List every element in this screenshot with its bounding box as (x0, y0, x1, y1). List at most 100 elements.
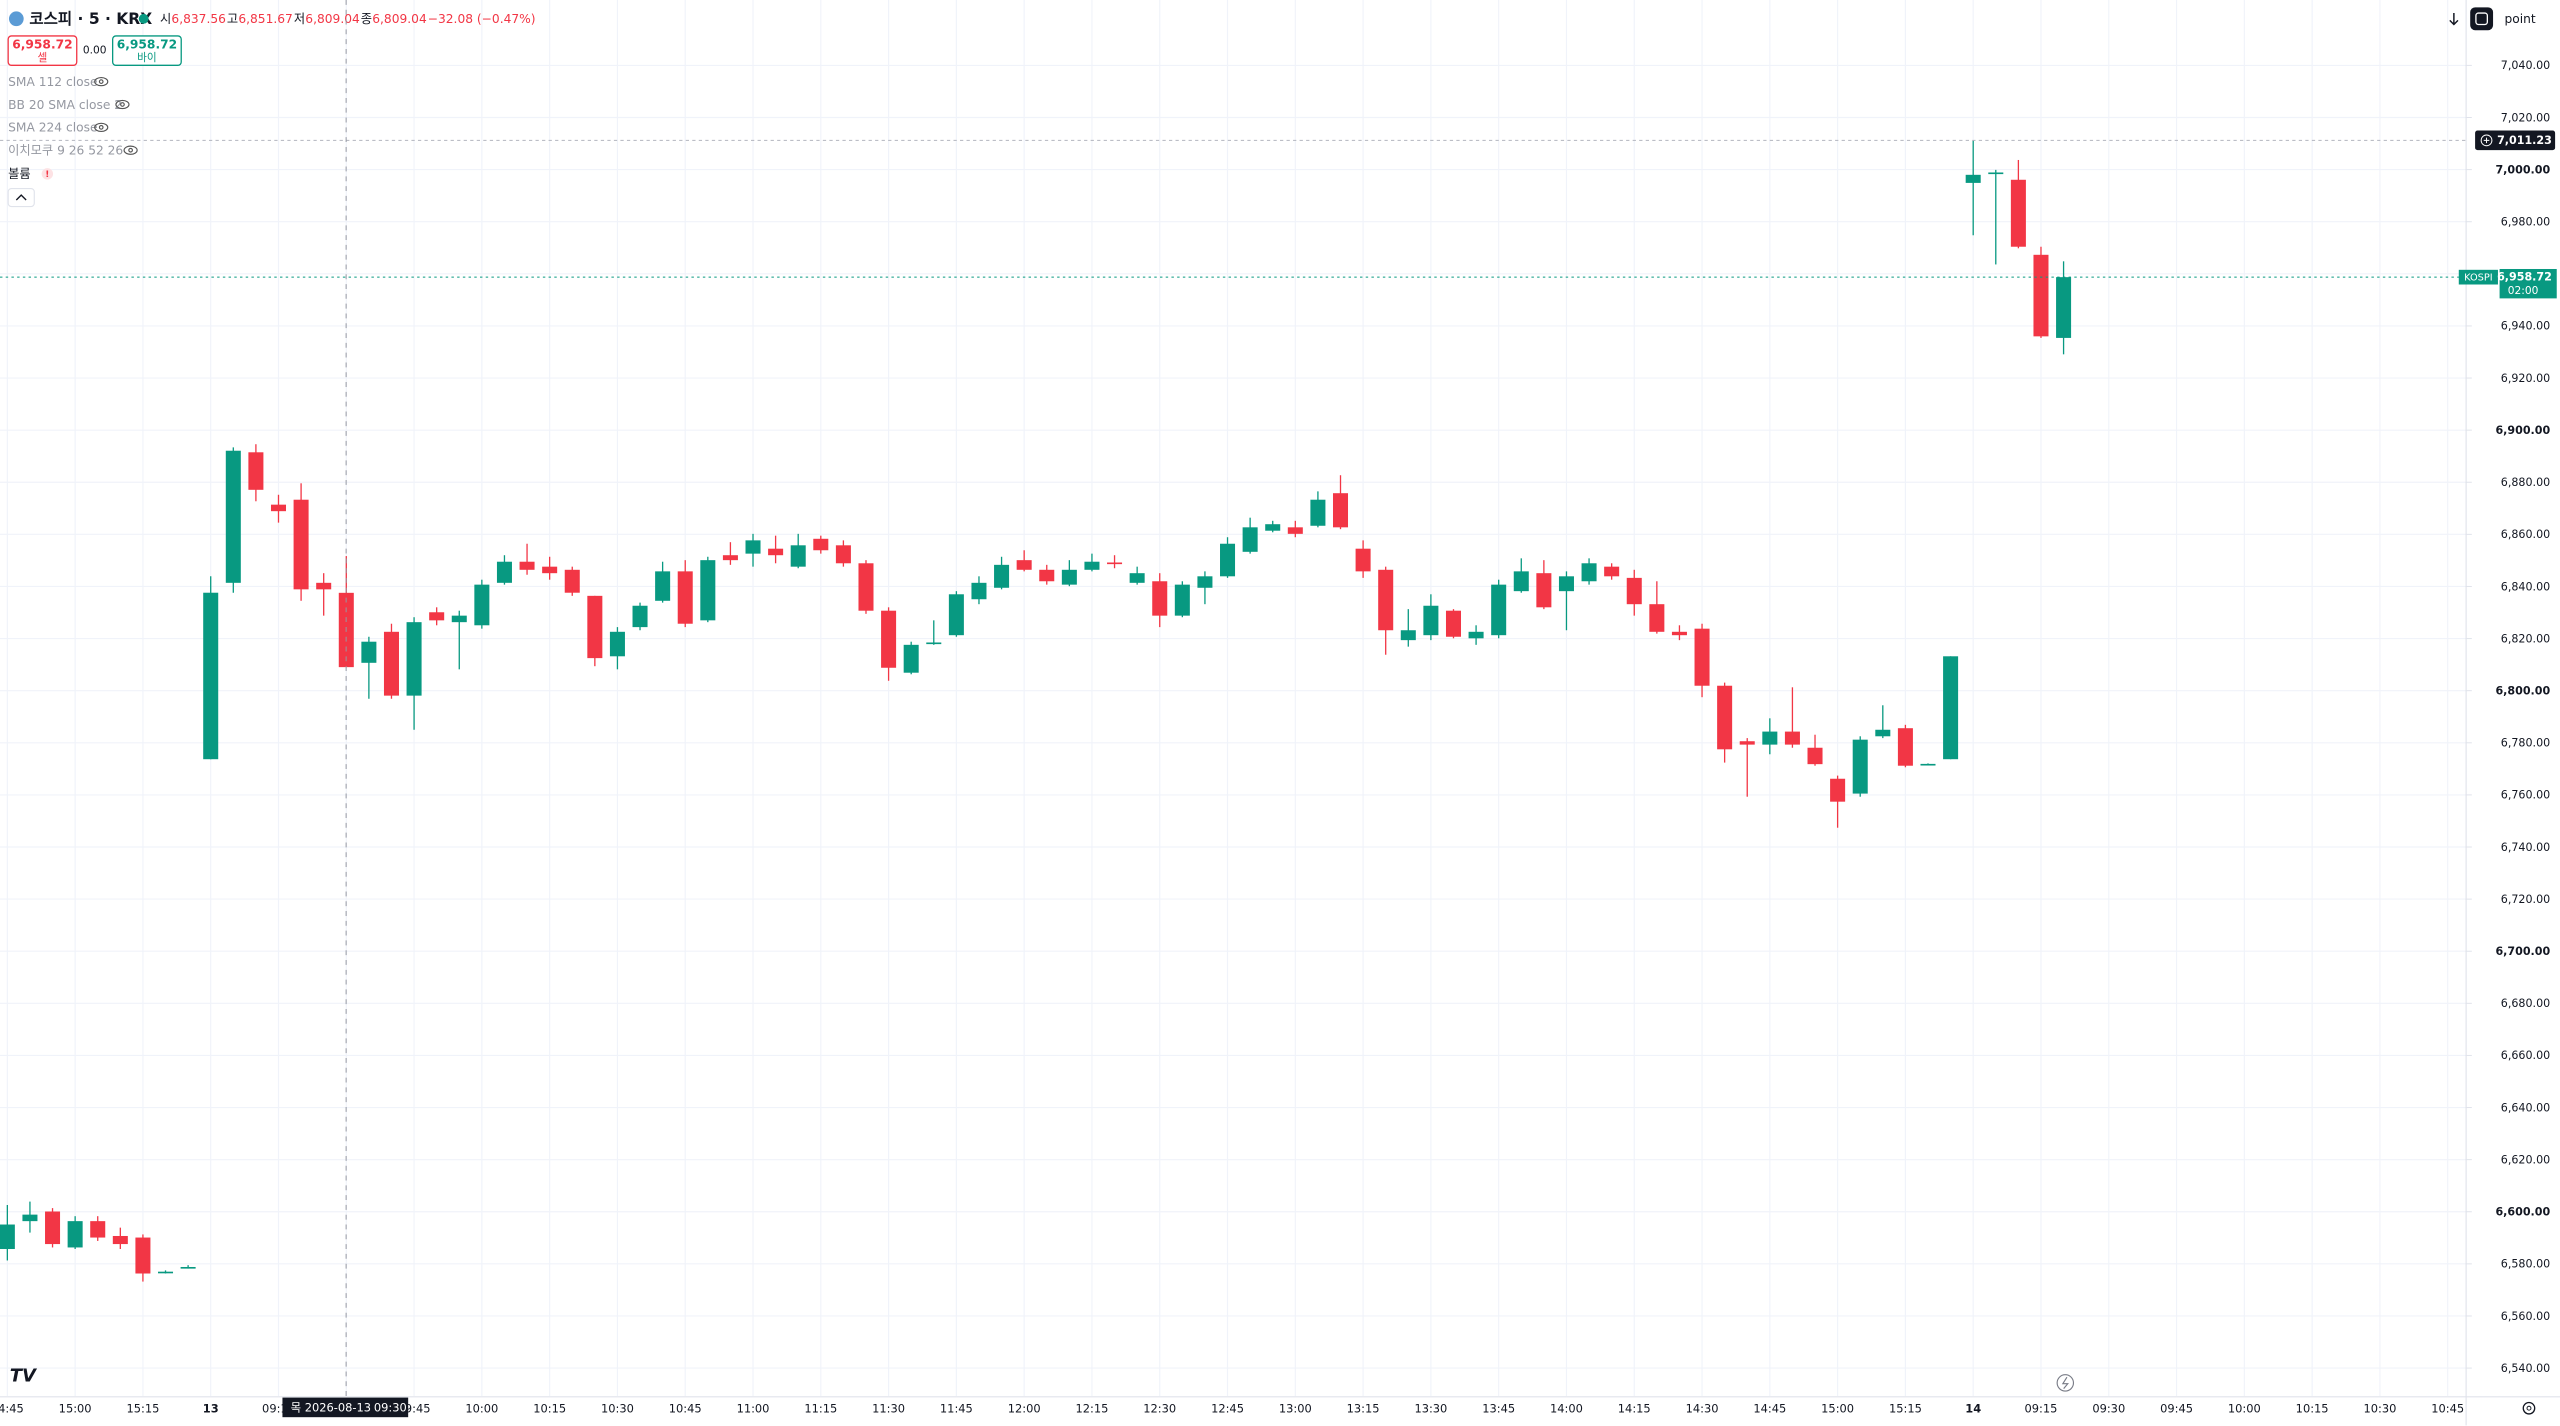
grid (0, 0, 2466, 1396)
x-tick-label: 10:45 (669, 1402, 702, 1416)
x-tick-label: 10:45 (2431, 1402, 2464, 1416)
unit[interactable]: point (2504, 12, 2535, 26)
candle-body (1536, 573, 1552, 608)
candle-body (1852, 739, 1868, 794)
x-tick-label: 13 (203, 1402, 219, 1416)
x-tick-label: 13:30 (1414, 1402, 1447, 1416)
sell-price[interactable]: 6,958.72 (12, 37, 72, 51)
settings-icon[interactable] (2522, 1401, 2536, 1415)
candle-body (90, 1221, 106, 1238)
candle-body (1332, 493, 1349, 528)
last-price-name: KOSPI (2464, 273, 2493, 284)
x-tick-label: 09:15 (2025, 1402, 2058, 1416)
x-tick-label: 15:15 (1889, 1402, 1922, 1416)
buy-button[interactable] (112, 35, 182, 66)
indicator[interactable]: BB 20 SMA close 2 (8, 98, 122, 112)
candle-body (1830, 778, 1846, 802)
candle-body (1468, 631, 1484, 639)
candle-body (813, 538, 829, 551)
sell-button[interactable] (7, 35, 78, 66)
y-tick-label: 6,720.00 (2501, 893, 2550, 906)
crosshair-date: 목 2026-08-13 (291, 1401, 371, 1415)
candle-body (768, 548, 784, 556)
x-tick-label: 11:45 (940, 1402, 973, 1416)
candle-body (1897, 728, 1913, 766)
symbol-logo[interactable] (8, 11, 24, 27)
last-price-label: 6,958.72 (2497, 271, 2552, 284)
candle-body (0, 1224, 15, 1250)
candle-body (1152, 581, 1168, 616)
eye-icon[interactable] (94, 122, 109, 133)
warning-icon[interactable] (41, 168, 54, 180)
x-tick-label: 14:30 (1686, 1402, 1719, 1416)
candle-body (1400, 630, 1416, 641)
candle-body (700, 560, 716, 621)
ohlc-value: 6,809.04 (372, 12, 427, 26)
candle-body (1355, 548, 1371, 572)
ohlc-label: 종 (361, 12, 372, 26)
buy-label[interactable]: 바이 (137, 51, 157, 64)
x-tick-label: 09:30 (2092, 1402, 2125, 1416)
candle-body (835, 545, 851, 564)
x-tick-label: 14:15 (1618, 1402, 1651, 1416)
y-tick-label: 6,940.00 (2501, 320, 2550, 333)
candle-body (1310, 499, 1326, 526)
high-marker-box (2475, 130, 2556, 151)
download-icon[interactable] (2449, 13, 2459, 26)
eye-icon[interactable] (115, 99, 130, 110)
y-tick-label: 6,920.00 (2501, 372, 2550, 385)
y-tick-label: 7,020.00 (2501, 111, 2550, 124)
candle-body (858, 563, 874, 611)
axes: 6,540.00 6,560.00 6,580.00 6,600.00 6,620.00… (0, 59, 2557, 1416)
candles (0, 140, 2072, 1282)
candle-body (632, 605, 648, 628)
tv-logo[interactable]: TV (10, 1365, 38, 1386)
collapse-button[interactable] (7, 188, 35, 208)
candle-body (881, 610, 897, 668)
candle-body (1242, 527, 1258, 552)
replay-icon[interactable] (2056, 1374, 2075, 1392)
scale-icon (2475, 12, 2488, 26)
buy-price[interactable]: 6,958.72 (117, 37, 177, 51)
eye-icon[interactable] (94, 76, 109, 87)
candle-body (180, 1266, 196, 1269)
ohlc-label: 고 (227, 12, 238, 26)
y-tick-label: 6,580.00 (2501, 1258, 2550, 1271)
candle-body (2010, 179, 2026, 247)
candle-body (1626, 577, 1642, 605)
symbol[interactable]: 코스피 · 5 · KRX (29, 10, 152, 28)
candle-body (135, 1237, 151, 1274)
indicator[interactable]: 이치모쿠 9 26 52 26 (8, 144, 123, 158)
y-tick-label: 7,000.00 (2495, 163, 2550, 176)
candle-body (745, 540, 761, 554)
last-price-countdown: 02:00 (2508, 284, 2539, 297)
candle-body (1107, 562, 1123, 565)
candle-body (1129, 573, 1145, 583)
x-tick-label: 11:00 (737, 1402, 770, 1416)
x-tick-label: 10:15 (533, 1402, 566, 1416)
candle-body (1604, 566, 1620, 577)
candle-body (22, 1214, 38, 1222)
indicator[interactable]: 볼륨 (8, 167, 31, 181)
x-tick-label: 12:00 (1008, 1402, 1041, 1416)
x-tick-label: 13:15 (1347, 1402, 1380, 1416)
x-tick-label: 13:45 (1482, 1402, 1515, 1416)
candle-body (1220, 543, 1236, 577)
y-tick-label: 6,780.00 (2501, 737, 2550, 750)
eye-icon[interactable] (123, 145, 138, 155)
indicator[interactable]: SMA 224 close (8, 121, 97, 135)
sell-label[interactable]: 셀 (38, 51, 48, 64)
candle-body (1174, 584, 1190, 616)
candle-body (248, 452, 264, 490)
x-tick-label: 13:00 (1279, 1402, 1312, 1416)
candle-body (1581, 563, 1597, 582)
market-status (138, 13, 149, 24)
high-marker-plus (2483, 137, 2490, 144)
indicator[interactable]: SMA 112 close (8, 75, 97, 89)
candle-body (790, 545, 806, 567)
candle-body (1649, 604, 1665, 632)
scale-button[interactable] (2470, 7, 2494, 31)
x-tick-label: 15:00 (1821, 1402, 1854, 1416)
